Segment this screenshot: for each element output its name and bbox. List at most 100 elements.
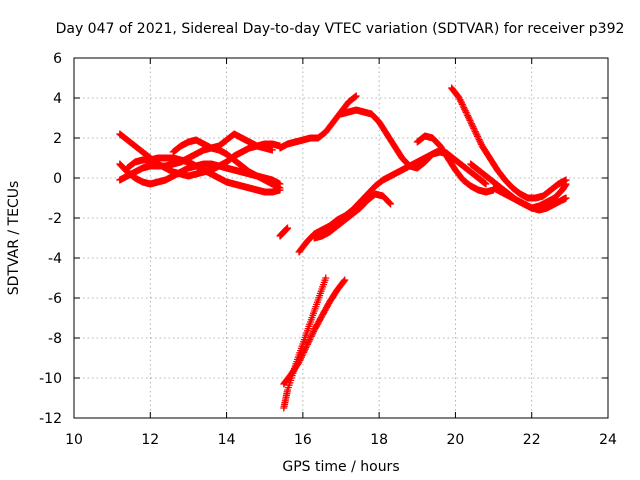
data-point bbox=[467, 120, 475, 128]
data-point bbox=[562, 180, 570, 188]
series-11 bbox=[490, 180, 570, 212]
data-point bbox=[310, 328, 318, 336]
data-point bbox=[276, 180, 284, 188]
data-point bbox=[457, 97, 465, 105]
data-point bbox=[461, 105, 469, 113]
data-point bbox=[306, 334, 314, 342]
data-point bbox=[303, 342, 311, 350]
data-point bbox=[440, 146, 448, 154]
y-tick-label: 6 bbox=[53, 51, 62, 67]
data-point bbox=[385, 198, 393, 206]
x-tick-label: 20 bbox=[447, 432, 465, 448]
data-point bbox=[472, 129, 480, 137]
y-tick-label: -12 bbox=[39, 411, 62, 427]
data-point bbox=[464, 112, 472, 120]
series-13 bbox=[310, 190, 395, 242]
data-point bbox=[465, 115, 473, 123]
series-6 bbox=[276, 92, 360, 152]
series-3 bbox=[116, 160, 284, 188]
data-point bbox=[470, 124, 478, 132]
y-tick-label: -6 bbox=[48, 291, 62, 307]
data-point bbox=[474, 134, 482, 142]
x-tick-label: 14 bbox=[218, 432, 236, 448]
data-point bbox=[309, 329, 317, 337]
data-point bbox=[462, 108, 470, 116]
data-point bbox=[461, 107, 469, 115]
data-point bbox=[482, 180, 490, 188]
series-12 bbox=[295, 146, 448, 256]
y-tick-label: -8 bbox=[48, 331, 62, 347]
data-series bbox=[116, 84, 570, 412]
data-point bbox=[302, 344, 310, 352]
data-point bbox=[467, 118, 475, 126]
data-point bbox=[352, 92, 360, 100]
y-tick-label: -10 bbox=[39, 371, 62, 387]
plot-frame bbox=[73, 57, 609, 419]
chart-title: Day 047 of 2021, Sidereal Day-to-day VTE… bbox=[56, 21, 625, 37]
data-point bbox=[458, 100, 466, 108]
data-point bbox=[458, 99, 466, 107]
data-point bbox=[387, 200, 395, 208]
data-point bbox=[297, 353, 305, 361]
data-point bbox=[471, 128, 479, 136]
data-point bbox=[308, 331, 316, 339]
data-point bbox=[464, 113, 472, 121]
data-point bbox=[300, 348, 308, 356]
data-point bbox=[306, 336, 314, 344]
data-point bbox=[297, 355, 305, 363]
data-point bbox=[307, 332, 315, 340]
y-tick-label: 4 bbox=[53, 91, 62, 107]
series-8 bbox=[413, 132, 498, 196]
series-14 bbox=[276, 224, 292, 240]
data-point bbox=[468, 121, 476, 129]
y-tick-label: -4 bbox=[48, 251, 62, 267]
x-tick-label: 24 bbox=[599, 432, 617, 448]
series-7 bbox=[337, 106, 490, 188]
x-tick-label: 16 bbox=[294, 432, 312, 448]
data-point bbox=[322, 274, 330, 282]
data-point bbox=[463, 110, 471, 118]
y-axis-label: SDTVAR / TECUs bbox=[6, 181, 22, 296]
data-point bbox=[304, 339, 312, 347]
y-tick-label: 0 bbox=[53, 171, 62, 187]
data-point bbox=[455, 94, 463, 102]
data-point bbox=[298, 352, 306, 360]
data-point bbox=[341, 276, 349, 284]
data-point bbox=[295, 358, 303, 366]
series-16 bbox=[280, 276, 349, 388]
series-4 bbox=[123, 154, 284, 196]
axis-ticks bbox=[73, 57, 609, 419]
data-point bbox=[476, 137, 484, 145]
x-tick-label: 10 bbox=[65, 432, 83, 448]
data-point bbox=[296, 356, 304, 364]
data-point bbox=[276, 186, 284, 194]
data-point bbox=[469, 123, 477, 131]
data-point bbox=[386, 199, 394, 207]
data-point bbox=[301, 345, 309, 353]
data-point bbox=[305, 337, 313, 345]
data-point bbox=[284, 224, 292, 232]
x-tick-label: 12 bbox=[141, 432, 159, 448]
data-point bbox=[466, 116, 474, 124]
data-point bbox=[474, 132, 482, 140]
y-tick-label: -2 bbox=[48, 211, 62, 227]
x-tick-label: 18 bbox=[370, 432, 388, 448]
data-point bbox=[456, 96, 464, 104]
x-axis-label: GPS time / hours bbox=[282, 459, 399, 475]
data-point bbox=[303, 340, 311, 348]
data-point bbox=[299, 350, 307, 358]
data-point bbox=[562, 194, 570, 202]
data-point bbox=[477, 139, 485, 147]
data-point bbox=[268, 146, 276, 154]
data-point bbox=[340, 277, 348, 285]
y-tick-label: 2 bbox=[53, 131, 62, 147]
data-point bbox=[473, 131, 481, 139]
data-point bbox=[475, 136, 483, 144]
series-5 bbox=[169, 130, 276, 156]
data-point bbox=[300, 347, 308, 355]
data-point bbox=[459, 102, 467, 110]
data-point bbox=[471, 126, 478, 134]
x-tick-label: 22 bbox=[523, 432, 541, 448]
